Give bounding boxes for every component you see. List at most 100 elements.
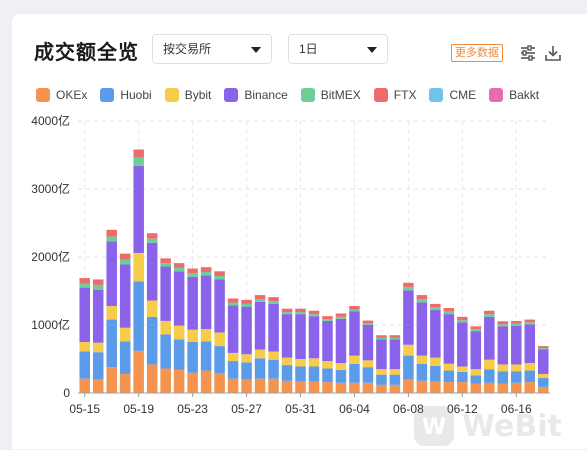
legend-item-ftx[interactable]: FTX <box>373 88 416 102</box>
bar-segment-okex <box>349 382 360 393</box>
legend-item-bybit[interactable]: Bybit <box>164 88 211 102</box>
x-tick-label: 05-31 <box>285 402 316 416</box>
y-tick-label: 0 <box>63 386 70 400</box>
bar-segment-huobi <box>254 358 266 379</box>
bar-segment-bitmex <box>430 307 441 311</box>
bar-segment-bitmex <box>416 299 428 303</box>
bar-segment-huobi <box>295 366 306 382</box>
bar-segment-binance <box>416 302 428 356</box>
bar-segment-bybit <box>416 355 428 364</box>
bar-segment-binance <box>200 275 212 330</box>
bar-segment-huobi <box>376 374 387 385</box>
bar-segment-huobi <box>160 334 171 369</box>
bar-segment-bitmex <box>79 283 91 288</box>
bar-segment-bitmex <box>537 348 549 350</box>
legend-item-huobi[interactable]: Huobi <box>100 88 152 102</box>
bar-segment-okex <box>281 380 293 393</box>
period-select-value: 1日 <box>299 42 318 56</box>
x-tick-label: 06-16 <box>501 402 532 416</box>
bar-segment-huobi <box>187 342 198 373</box>
bar-segment-binance <box>146 242 158 301</box>
bar-segment-huobi <box>470 375 482 384</box>
bar-segment-binance <box>497 326 509 365</box>
bar-segment-bybit <box>497 364 509 372</box>
exchange-select[interactable]: 按交易所 <box>152 34 272 64</box>
bar-segment-bybit <box>430 357 441 366</box>
bar-segment-bybit <box>268 351 279 360</box>
bar-segment-ftx <box>457 316 468 321</box>
bar-segment-binance <box>389 339 401 370</box>
bar-segment-huobi <box>281 365 293 381</box>
more-data-button[interactable]: 更多数据 <box>451 44 503 62</box>
bar-segment-ftx <box>403 282 414 287</box>
bar-segment-binance <box>295 314 306 359</box>
bar-segment-okex <box>537 386 549 393</box>
legend-item-binance[interactable]: Binance <box>224 88 288 102</box>
bar-segment-ftx <box>268 297 279 302</box>
bar-segment-okex <box>430 381 441 393</box>
bar-segment-okex <box>187 372 198 393</box>
bar-segment-ftx <box>537 346 549 349</box>
legend-swatch <box>224 88 239 102</box>
bar-segment-okex <box>254 378 266 393</box>
bar-segment-bybit <box>214 332 225 347</box>
bar-segment-binance <box>281 314 293 358</box>
chart-card: 成交额全览 按交易所 1日 更多数据 OKEx Huobi Bybit Binance… <box>12 14 587 449</box>
bar-segment-okex <box>133 350 144 393</box>
bar-segment-ftx <box>79 278 91 284</box>
bar-segment-bitmex <box>254 299 266 302</box>
bar-segment-bybit <box>281 357 293 366</box>
bar-segment-huobi <box>173 339 185 370</box>
bar-segment-bybit <box>403 344 414 356</box>
bar-segment-bitmex <box>92 284 104 290</box>
bar-segment-binance <box>335 318 347 364</box>
bar-segment-okex <box>173 369 185 393</box>
bar-segment-binance <box>268 303 279 352</box>
legend-item-bakkt[interactable]: Bakkt <box>489 88 539 102</box>
bar-segment-huobi <box>92 352 104 380</box>
bar-segment-okex <box>416 380 428 393</box>
bar-segment-okex <box>403 379 414 393</box>
bar-segment-binance <box>106 241 117 306</box>
bar-segment-okex <box>295 381 306 393</box>
bar-segment-bitmex <box>362 323 374 325</box>
bar-segment-okex <box>497 383 509 393</box>
legend-item-cme[interactable]: CME <box>429 88 476 102</box>
bar-segment-binance <box>308 316 320 359</box>
legend-item-bitmex[interactable]: BitMEX <box>300 88 361 102</box>
period-select[interactable]: 1日 <box>288 34 388 64</box>
bar-segment-bybit <box>537 373 549 379</box>
bar-segment-bybit <box>511 364 522 372</box>
legend-swatch <box>164 88 179 102</box>
x-tick-label: 05-15 <box>69 402 100 416</box>
bar-segment-okex <box>119 373 131 393</box>
bar-segment-huobi <box>430 365 441 382</box>
bar-segment-bybit <box>106 305 117 320</box>
bar-segment-binance <box>254 301 266 350</box>
legend-item-okex[interactable]: OKEx <box>36 88 87 102</box>
bar-segment-binance <box>537 349 549 374</box>
bar-segment-ftx <box>376 335 387 338</box>
bar-segment-ftx <box>362 320 374 324</box>
bar-segment-ftx <box>470 326 482 330</box>
bar-segment-ftx <box>295 308 306 313</box>
bar-segment-huobi <box>241 362 252 380</box>
filter-settings-icon[interactable] <box>519 44 537 62</box>
bar-segment-bybit <box>389 369 401 375</box>
download-icon[interactable] <box>544 44 562 62</box>
x-tick-label: 06-12 <box>447 402 478 416</box>
legend-swatch <box>429 88 444 102</box>
bar-segment-huobi <box>524 370 536 383</box>
bar-segment-binance <box>457 322 468 367</box>
bar-segment-binance <box>524 324 536 364</box>
bar-segment-binance <box>79 287 91 342</box>
bar-segment-binance <box>443 314 455 364</box>
bar-segment-bybit <box>470 369 482 376</box>
x-tick-label: 05-27 <box>231 402 262 416</box>
bar-segment-huobi <box>227 361 239 379</box>
bar-segment-bitmex <box>187 273 198 277</box>
bar-segment-bybit <box>146 300 158 317</box>
bar-segment-huobi <box>268 359 279 379</box>
bar-segment-binance <box>511 325 522 365</box>
bar-segment-ftx <box>241 299 252 304</box>
